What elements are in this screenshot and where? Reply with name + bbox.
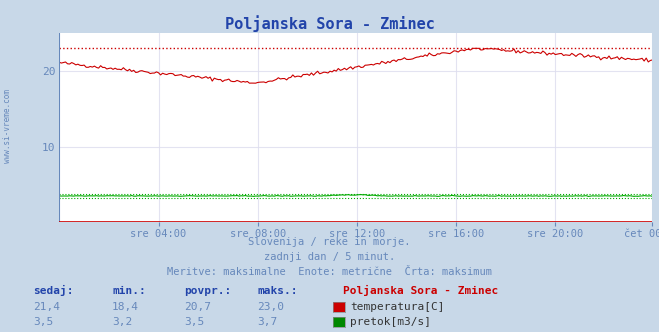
Text: 3,7: 3,7: [257, 317, 277, 327]
Text: 18,4: 18,4: [112, 302, 139, 312]
Text: temperatura[C]: temperatura[C]: [350, 302, 444, 312]
Text: min.:: min.:: [112, 286, 146, 295]
Text: 3,5: 3,5: [33, 317, 53, 327]
Text: 20,7: 20,7: [185, 302, 212, 312]
Text: 3,5: 3,5: [185, 317, 205, 327]
Text: www.si-vreme.com: www.si-vreme.com: [3, 89, 13, 163]
Text: pretok[m3/s]: pretok[m3/s]: [350, 317, 431, 327]
Text: Poljanska Sora - Zminec: Poljanska Sora - Zminec: [343, 285, 498, 296]
Text: 23,0: 23,0: [257, 302, 284, 312]
Text: zadnji dan / 5 minut.: zadnji dan / 5 minut.: [264, 252, 395, 262]
Text: Poljanska Sora - Zminec: Poljanska Sora - Zminec: [225, 15, 434, 32]
Text: maks.:: maks.:: [257, 286, 297, 295]
Text: sedaj:: sedaj:: [33, 285, 73, 296]
Text: povpr.:: povpr.:: [185, 286, 232, 295]
Text: 21,4: 21,4: [33, 302, 60, 312]
Text: Slovenija / reke in morje.: Slovenija / reke in morje.: [248, 237, 411, 247]
Text: Meritve: maksimalne  Enote: metrične  Črta: maksimum: Meritve: maksimalne Enote: metrične Črta…: [167, 267, 492, 277]
Text: 3,2: 3,2: [112, 317, 132, 327]
